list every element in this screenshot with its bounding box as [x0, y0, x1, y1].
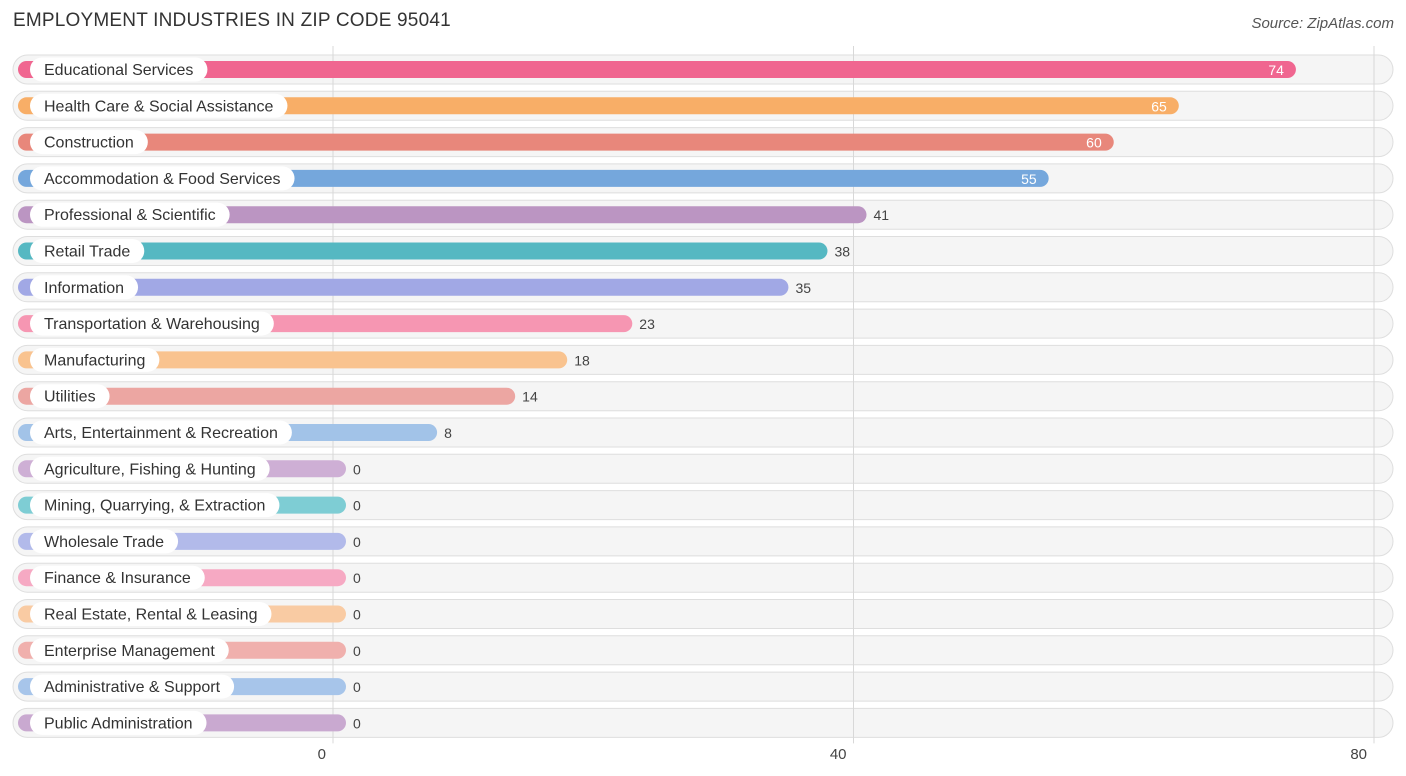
category-label-pill	[30, 565, 205, 590]
category-label: Professional & Scientific	[44, 207, 216, 224]
bar-row: Administrative & Support 0	[18, 674, 361, 699]
bar	[18, 97, 1179, 115]
bar-row: Information 35	[18, 275, 811, 300]
bar-row: Professional & Scientific 41	[18, 202, 890, 227]
category-label: Agriculture, Fishing & Hunting	[44, 461, 256, 478]
row-background	[12, 671, 1394, 702]
category-label: Public Administration	[44, 715, 193, 732]
value-label: 8	[444, 425, 452, 441]
chart-title: EMPLOYMENT INDUSTRIES IN ZIP CODE 95041	[13, 10, 451, 31]
category-label: Real Estate, Rental & Leasing	[44, 607, 257, 624]
row-background	[12, 526, 1394, 557]
bar	[18, 133, 1114, 151]
bar-row: Manufacturing 18	[18, 347, 590, 372]
value-label: 0	[353, 715, 361, 731]
category-label: Manufacturing	[44, 352, 145, 369]
category-label-pill	[30, 311, 274, 336]
value-label: 0	[353, 607, 361, 623]
category-label-pill	[30, 710, 207, 735]
bar-row: Finance & Insurance 0	[18, 565, 361, 590]
value-label: 0	[353, 534, 361, 550]
category-label-pill	[30, 674, 235, 699]
category-label-pill	[30, 202, 230, 227]
category-label: Accommodation & Food Services	[44, 171, 281, 188]
value-label: 55	[1021, 171, 1037, 187]
bar-row: Educational Services 74	[18, 57, 1296, 82]
category-label: Finance & Insurance	[44, 570, 191, 587]
category-label: Transportation & Warehousing	[44, 316, 260, 333]
category-label: Utilities	[44, 389, 96, 406]
value-label: 60	[1086, 135, 1102, 151]
bar-row: Health Care & Social Assistance 65	[18, 93, 1179, 118]
row-background	[12, 635, 1394, 666]
row-background	[12, 490, 1394, 521]
bar	[18, 61, 1296, 78]
category-label: Retail Trade	[44, 244, 130, 261]
value-label: 38	[834, 244, 850, 260]
row-background	[12, 453, 1394, 484]
bar	[18, 242, 828, 260]
category-label: Enterprise Management	[44, 643, 215, 660]
category-label-pill	[30, 529, 179, 554]
category-label-pill	[30, 638, 229, 663]
value-label: 0	[353, 570, 361, 586]
category-label: Information	[44, 280, 124, 297]
bar-row: Utilities 14	[18, 384, 538, 409]
category-label-pill	[30, 130, 148, 155]
row-background	[12, 599, 1394, 629]
value-label: 0	[353, 498, 361, 514]
category-label: Mining, Quarrying, & Extraction	[44, 498, 265, 515]
category-label-pill	[30, 602, 272, 626]
category-label: Wholesale Trade	[44, 534, 164, 551]
bar-row: Arts, Entertainment & Recreation 8	[18, 420, 452, 445]
bar-row: Real Estate, Rental & Leasing 0	[18, 602, 361, 626]
bar	[18, 206, 867, 224]
category-label: Arts, Entertainment & Recreation	[44, 425, 278, 442]
value-label: 0	[353, 461, 361, 477]
x-tick-label: 40	[830, 746, 847, 763]
x-tick-label: 0	[318, 746, 326, 763]
row-background	[12, 707, 1394, 738]
category-label: Educational Services	[44, 62, 193, 79]
category-label: Health Care & Social Assistance	[44, 98, 274, 115]
category-label-pill	[30, 420, 292, 445]
category-label-pill	[30, 493, 280, 518]
category-label-pill	[30, 384, 110, 409]
bar	[18, 278, 789, 296]
source-credit: Source: ZipAtlas.com	[1251, 15, 1394, 32]
value-label: 14	[522, 389, 538, 405]
value-label: 65	[1151, 98, 1167, 114]
bar-row: Agriculture, Fishing & Hunting 0	[18, 456, 361, 481]
value-label: 0	[353, 679, 361, 695]
bar-row: Construction 60	[18, 130, 1114, 155]
value-label: 35	[795, 280, 811, 296]
category-label-pill	[30, 239, 145, 263]
category-label-pill	[30, 57, 208, 82]
category-label: Administrative & Support	[44, 679, 221, 696]
x-tick-label: 80	[1350, 746, 1367, 763]
bar-row: Wholesale Trade 0	[18, 529, 361, 554]
bar-row: Accommodation & Food Services 55	[18, 166, 1049, 191]
category-label-pill	[30, 93, 288, 118]
bar-row: Public Administration 0	[18, 710, 361, 735]
value-label: 0	[353, 643, 361, 659]
bar	[18, 387, 516, 405]
category-label-pill	[30, 347, 160, 372]
value-label: 74	[1268, 62, 1284, 78]
value-label: 18	[574, 352, 590, 368]
bar-row: Enterprise Management 0	[18, 638, 361, 663]
category-label-pill	[30, 166, 295, 191]
category-label-pill	[30, 275, 139, 300]
row-background	[12, 562, 1394, 593]
category-label-pill	[30, 456, 270, 481]
bar-row: Retail Trade 38	[18, 239, 850, 263]
value-label: 23	[639, 316, 655, 332]
category-label: Construction	[44, 135, 134, 152]
value-label: 41	[874, 207, 890, 223]
bar-row: Transportation & Warehousing 23	[18, 311, 655, 336]
bar-row: Mining, Quarrying, & Extraction 0	[18, 493, 361, 518]
